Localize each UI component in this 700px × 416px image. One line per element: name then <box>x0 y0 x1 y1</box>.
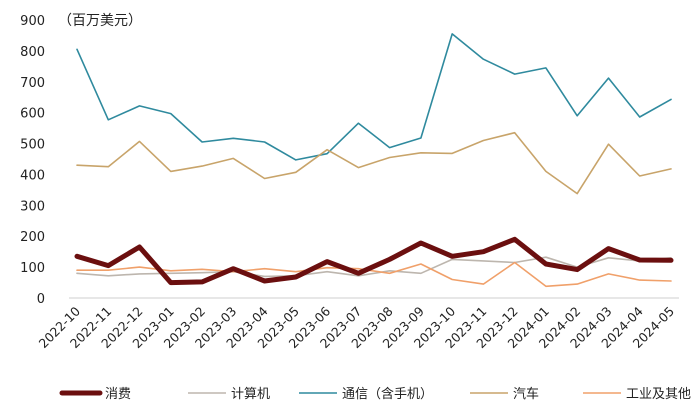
y-axis: 0 100 200 300 400 500 600 700 800 900 <box>20 14 45 307</box>
y-tick-label: 100 <box>20 261 45 276</box>
unit-label: （百万美元） <box>58 13 142 29</box>
y-tick-label: 800 <box>20 45 45 60</box>
series-line <box>76 261 672 288</box>
y-tick-label: 300 <box>20 199 45 214</box>
legend-label: 消费 <box>105 387 131 402</box>
series-line <box>76 131 672 195</box>
series-line <box>74 236 674 286</box>
y-tick-label: 200 <box>20 230 45 245</box>
x-axis: 2022-102022-112022-122023-012023-022023-… <box>36 303 678 351</box>
y-tick-label: 900 <box>20 14 45 29</box>
legend-label: 工业及其他 <box>626 387 691 402</box>
y-tick-label: 500 <box>20 138 45 153</box>
legend-label: 计算机 <box>231 387 270 402</box>
y-tick-label: 700 <box>20 76 45 91</box>
legend-label: 通信（含手机） <box>342 386 433 402</box>
y-tick-label: 600 <box>20 107 45 122</box>
legend-label: 汽车 <box>513 386 539 402</box>
series-line <box>76 33 672 161</box>
y-tick-label: 400 <box>20 168 45 183</box>
legend: 消费 计算机 通信（含手机） 汽车 工业及其他 <box>59 386 691 402</box>
series-line <box>76 256 672 278</box>
series-lines <box>74 33 674 288</box>
y-tick-label: 0 <box>37 292 45 307</box>
